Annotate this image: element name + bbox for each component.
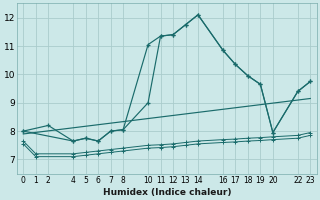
- X-axis label: Humidex (Indice chaleur): Humidex (Indice chaleur): [102, 188, 231, 197]
